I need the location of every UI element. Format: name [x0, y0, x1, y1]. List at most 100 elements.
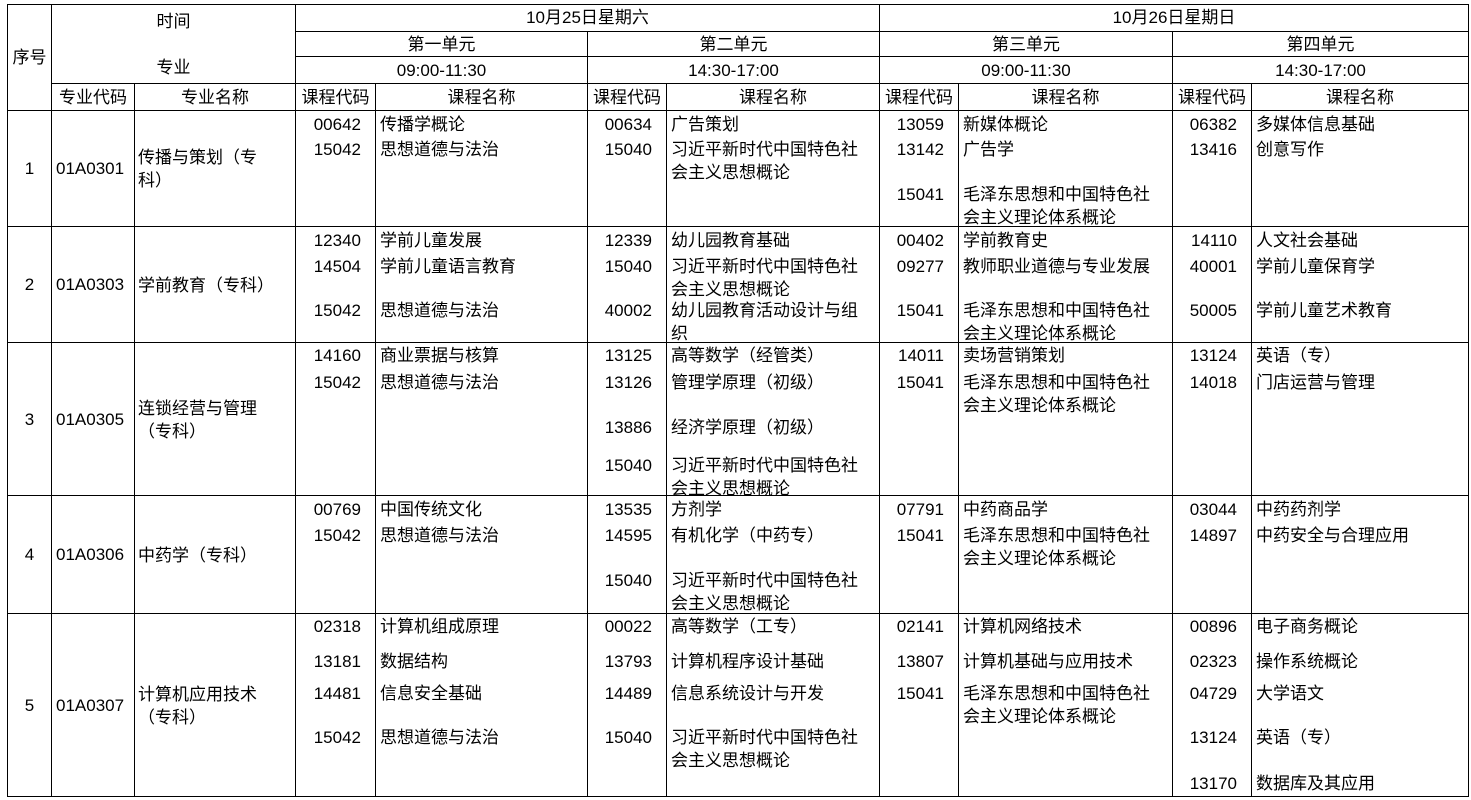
course-name: 经济学原理（初级） [671, 418, 824, 437]
course-code: 13181 [313, 652, 361, 671]
course-name: 英语（专） [1256, 728, 1341, 747]
course-code: 00896 [1189, 617, 1237, 636]
course-code: 00769 [313, 500, 361, 519]
course-code: 15040 [604, 257, 652, 276]
table-cell: 03044 14897 [1172, 495, 1252, 614]
course-name: 习近平新时代中国特色社会主义思想概论 [671, 571, 858, 613]
course-name: 习近平新时代中国特色社会主义思想概论 [671, 140, 858, 182]
course-code: 00634 [604, 115, 652, 134]
course-name: 英语（专） [1256, 346, 1341, 365]
table-cell: 10月26日星期日 [879, 4, 1469, 32]
table-cell: 学前教育史 教师职业道德与专业发展 毛泽东思想和中国特色社会主义理论体系概论 [958, 226, 1173, 343]
course-code: 15040 [604, 571, 652, 590]
table-cell: 多媒体信息基础 创意写作 [1251, 110, 1469, 227]
unit-time: 09:00-11:30 [396, 61, 487, 80]
course-name: 中药安全与合理应用 [1256, 526, 1409, 545]
column-header: 课程代码 [885, 88, 953, 107]
course-name: 习近平新时代中国特色社会主义思想概论 [671, 456, 858, 496]
course-code: 14504 [313, 257, 361, 276]
corner-top: 时间 [156, 12, 191, 31]
course-code: 14110 [1190, 231, 1237, 250]
table-cell: 02318 13181 14481 15042 [295, 613, 376, 797]
course-code: 13807 [896, 652, 944, 671]
unit-name: 第四单元 [1286, 35, 1355, 54]
course-code: 13886 [604, 418, 652, 437]
major-code: 01A0307 [56, 695, 125, 715]
course-code: 15042 [313, 140, 361, 159]
course-code: 13793 [604, 652, 652, 671]
table-cell: 计算机网络技术 计算机基础与应用技术 毛泽东思想和中国特色社会主义理论体系概论 [958, 613, 1173, 797]
course-name: 广告策划 [671, 115, 739, 134]
column-header: 课程名称 [739, 88, 807, 107]
unit-name: 第三单元 [992, 35, 1060, 54]
course-name: 高等数学（经管类） [671, 346, 824, 365]
major-name: 计算机应用技术（专科） [138, 684, 257, 727]
course-name: 信息系统设计与开发 [671, 684, 824, 703]
course-code: 04729 [1189, 684, 1237, 703]
column-header: 专业名称 [181, 88, 249, 107]
course-code: 15040 [604, 456, 652, 475]
course-name: 毛泽东思想和中国特色社会主义理论体系概论 [963, 526, 1150, 568]
course-code: 13416 [1189, 140, 1237, 159]
course-code: 15041 [896, 684, 944, 703]
table-cell: 商业票据与核算 思想道德与法治 [375, 342, 588, 496]
table-cell: 13125 13126 13886 15040 [587, 342, 667, 496]
course-name: 计算机组成原理 [380, 617, 499, 636]
course-name: 传播学概论 [380, 115, 465, 134]
row-index: 2 [24, 275, 35, 294]
unit-time: 14:30-17:00 [1275, 61, 1366, 80]
row-index: 5 [24, 695, 35, 715]
table-cell: 新媒体概论 广告学 毛泽东思想和中国特色社会主义理论体系概论 [958, 110, 1173, 227]
course-name: 思想道德与法治 [380, 140, 499, 159]
course-code: 15041 [896, 185, 944, 204]
course-code: 14018 [1189, 373, 1237, 392]
table-cell: 13059 13142 15041 [879, 110, 959, 227]
table-cell: 01A0307 [51, 613, 135, 797]
table-cell: 13124 14018 [1172, 342, 1252, 496]
course-code: 14160 [313, 346, 361, 365]
course-name: 毛泽东思想和中国特色社会主义理论体系概论 [963, 373, 1150, 415]
course-code: 02318 [313, 617, 361, 636]
course-code: 15042 [313, 301, 361, 320]
table-cell: 中药药剂学 中药安全与合理应用 [1251, 495, 1469, 614]
table-cell: 课程名称 [666, 83, 880, 111]
major-code: 01A0303 [56, 275, 125, 294]
course-name: 学前儿童艺术教育 [1256, 301, 1392, 320]
course-name: 毛泽东思想和中国特色社会主义理论体系概论 [963, 301, 1150, 343]
course-code: 14011 [897, 346, 944, 365]
course-name: 毛泽东思想和中国特色社会主义理论体系概论 [963, 684, 1150, 726]
table-cell: 12340 14504 15042 [295, 226, 376, 343]
table-cell: 01A0306 [51, 495, 135, 614]
table-cell: 14110 40001 50005 [1172, 226, 1252, 343]
row-index: 3 [24, 409, 35, 429]
course-name: 高等数学（工专） [671, 617, 807, 636]
course-name: 商业票据与核算 [380, 346, 499, 365]
table-cell: 学前教育（专科） [134, 226, 296, 343]
table-cell: 14011 15041 [879, 342, 959, 496]
column-header: 课程名称 [447, 88, 516, 107]
course-name: 广告学 [963, 140, 1014, 159]
course-name: 思想道德与法治 [380, 526, 499, 545]
course-code: 15041 [896, 373, 944, 392]
major-code: 01A0305 [56, 409, 125, 429]
course-name: 数据库及其应用 [1256, 774, 1375, 793]
course-name: 信息安全基础 [380, 684, 482, 703]
course-name: 计算机网络技术 [963, 617, 1082, 636]
course-code: 09277 [896, 257, 944, 276]
table-cell: 课程名称 [1251, 83, 1469, 111]
unit-name: 第一单元 [407, 35, 476, 54]
course-code: 15041 [896, 301, 944, 320]
table-cell: 第一单元 [295, 31, 588, 57]
table-cell: 高等数学（工专） 计算机程序设计基础 信息系统设计与开发 习近平新时代中国特色社会主义… [666, 613, 880, 797]
course-name: 卖场营销策划 [963, 346, 1065, 365]
course-code: 13059 [896, 115, 944, 134]
table-cell: 第三单元 [879, 31, 1173, 57]
course-code: 13126 [604, 373, 652, 392]
course-name: 习近平新时代中国特色社会主义思想概论 [671, 728, 858, 770]
course-code: 03044 [1189, 500, 1237, 519]
course-name: 思想道德与法治 [380, 728, 499, 747]
table-cell: 幼儿园教育基础 习近平新时代中国特色社会主义思想概论 幼儿园教育活动设计与组织 [666, 226, 880, 343]
table-cell: 课程名称 [958, 83, 1173, 111]
major-name: 连锁经营与管理（专科） [138, 398, 257, 441]
